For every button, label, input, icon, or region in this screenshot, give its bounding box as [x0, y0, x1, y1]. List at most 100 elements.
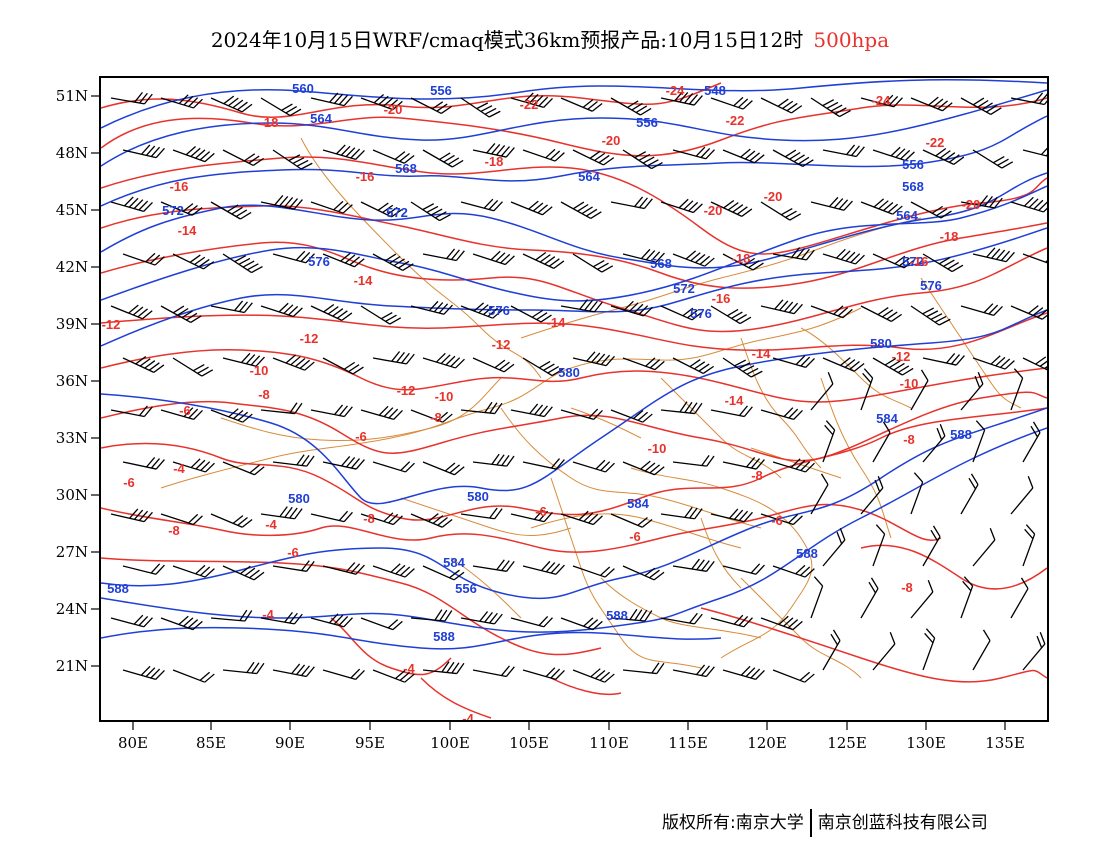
temperature-label: -18 [260, 115, 279, 130]
wind-barb [160, 615, 203, 631]
geopotential-label: 580 [870, 336, 892, 351]
province-border [400, 497, 572, 536]
lon-tick-label: 90E [275, 734, 305, 752]
wind-barb [960, 97, 1002, 116]
wind-barb [622, 662, 665, 675]
wind-barb [960, 372, 984, 411]
wind-barb [860, 476, 884, 515]
wind-barb [722, 253, 764, 271]
geopotential-contour [101, 115, 1047, 207]
temperature-label: -8 [168, 523, 180, 538]
wind-barb [760, 407, 803, 420]
wind-barb [122, 144, 165, 159]
wind-barb [110, 304, 153, 320]
wind-barb [972, 420, 986, 463]
province-border [700, 517, 742, 589]
temperature-label: -12 [102, 317, 121, 332]
temperature-label: -24 [872, 93, 892, 108]
wind-barb [222, 149, 265, 167]
wind-barb [822, 248, 865, 265]
wind-barb [822, 420, 836, 463]
wind-barb [860, 368, 874, 411]
province-border [500, 407, 762, 529]
wind-barb [760, 299, 803, 315]
wind-barb [422, 661, 465, 675]
geopotential-contour [101, 427, 1047, 633]
lon-tick-label: 130E [906, 734, 946, 752]
lat-tick-label: 39N [56, 315, 88, 333]
province-border [920, 277, 1022, 409]
wind-barb [672, 454, 715, 467]
wind-barb [172, 146, 215, 163]
geopotential-label: 548 [704, 83, 726, 98]
wind-barb [1010, 196, 1047, 213]
wind-barb [160, 201, 203, 216]
temperature-label: -16 [910, 254, 929, 269]
wind-barb [972, 247, 1015, 263]
province-borders [160, 137, 1022, 679]
wind-barb [610, 409, 653, 423]
wind-barb [860, 577, 879, 619]
geopotential-label: 572 [673, 281, 695, 296]
wind-barb [972, 528, 996, 567]
wind-barb [722, 563, 765, 575]
wind-barb [260, 194, 303, 210]
lon-tick-label: 85E [196, 734, 226, 752]
geopotential-label: 576 [488, 303, 510, 318]
wind-barb [672, 558, 715, 572]
temperature-label: -8 [363, 511, 375, 526]
temperature-label: -12 [492, 337, 511, 352]
geopotential-label: 580 [558, 365, 580, 380]
geopotential-label: 584 [443, 555, 465, 570]
temperature-label: -20 [384, 102, 403, 117]
temperature-label: -8 [901, 580, 913, 595]
wind-barb [372, 149, 415, 164]
wind-barb [160, 94, 203, 109]
wind-barb [1022, 253, 1047, 267]
geopotential-contour [101, 626, 722, 650]
wind-barb [1022, 632, 1046, 671]
wind-barb [572, 149, 615, 166]
temperature-label: -20 [602, 133, 621, 148]
geopotential-contour [101, 78, 1047, 129]
temperature-contour [101, 82, 722, 119]
temperature-contour [860, 544, 1047, 590]
temperature-label: -6 [287, 545, 299, 560]
wind-barb [972, 149, 1014, 169]
temperature-label: -8 [903, 432, 915, 447]
temperature-label: -16 [170, 179, 189, 194]
lon-tick-label: 80E [118, 734, 148, 752]
province-border [570, 407, 642, 439]
longitude-axis: 80E 85E 90E 95E 100E 105E 110E 115E 120E 125E 130E… [118, 722, 1025, 752]
temperature-label: -14 [752, 346, 772, 361]
wind-barb [822, 528, 846, 567]
wind-barb [210, 300, 253, 314]
wind-barb [260, 302, 303, 318]
wind-barb [822, 629, 841, 671]
wind-barb [522, 148, 565, 162]
geopotential-label: 572 [902, 254, 924, 269]
wind-barb [772, 458, 815, 473]
geopotential-label: 556 [636, 115, 658, 130]
wind-barb [872, 421, 891, 463]
geopotential-label: 556 [902, 157, 924, 172]
wind-barb [410, 513, 453, 528]
wind-barb [472, 142, 515, 158]
temperature-label: -4 [262, 607, 274, 622]
wind-barb [360, 405, 403, 420]
wind-barb [260, 402, 303, 415]
wind-barb [772, 355, 815, 368]
wind-barb [422, 352, 465, 369]
temperature-label: -14 [354, 273, 374, 288]
wind-barb [310, 92, 353, 107]
temperature-contour [101, 241, 1047, 333]
temperature-contour [101, 407, 1047, 521]
wind-barb [660, 612, 703, 625]
lat-tick-label: 33N [56, 429, 88, 447]
province-border [550, 477, 702, 669]
wind-barb [672, 250, 715, 267]
wind-barb [872, 146, 915, 162]
wind-barb [810, 196, 853, 211]
temperature-contour [420, 677, 492, 719]
wind-barb [260, 97, 302, 117]
